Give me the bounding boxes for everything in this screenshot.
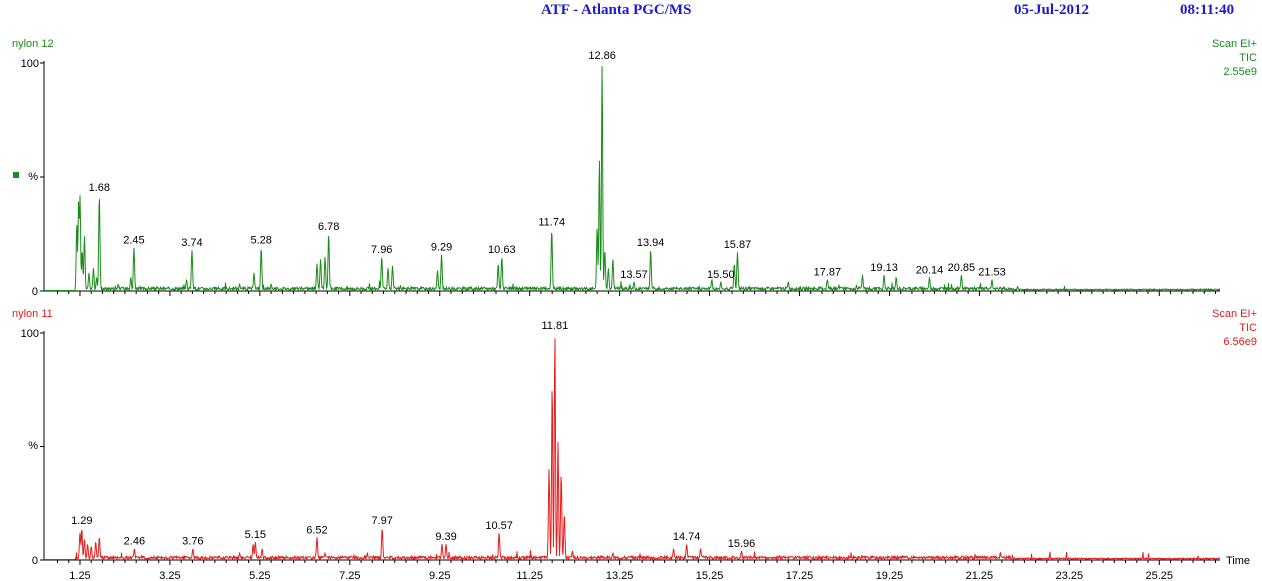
nylon-11-peak-label: 14.74	[673, 531, 701, 543]
nylon-12-peak-label: 5.28	[251, 235, 272, 247]
x-tick-label: 11.25	[516, 570, 543, 581]
nylon-12-peak-label: 13.94	[637, 237, 665, 249]
x-tick-label: 13.25	[606, 570, 634, 581]
nylon-12-peak-label: 13.57	[620, 269, 648, 281]
nylon-11-peak-label: 6.52	[306, 524, 327, 536]
nylon-12-peak-label: 12.86	[588, 50, 616, 62]
nylon-12-intensity-label: 2.55e9	[1223, 66, 1257, 78]
nylon-12-peak-label: 6.78	[318, 221, 339, 233]
nylon-12-peak-label: 10.63	[488, 244, 516, 256]
nylon-12-peak-label: 21.53	[978, 267, 1006, 279]
nylon-11-mode-label: TIC	[1239, 322, 1257, 334]
chart-title: ATF - Atlanta PGC/MS	[541, 2, 692, 18]
x-tick-label: 9.25	[429, 570, 450, 581]
x-tick-label: 1.25	[69, 570, 90, 581]
x-axis-title: Time	[1226, 555, 1250, 567]
nylon-11-peak-label: 1.29	[71, 515, 92, 527]
acquisition-date: 05-Jul-2012	[1014, 2, 1089, 18]
nylon-12-series-name: nylon 12	[12, 38, 54, 50]
nylon-12-peak-label: 11.74	[538, 216, 565, 228]
nylon-12-ytick-label: 100	[21, 58, 39, 70]
nylon-12-ytick-label: 0	[32, 286, 38, 298]
nylon-12-mode-label: TIC	[1239, 52, 1257, 64]
nylon-12-peak-label: 9.29	[431, 242, 452, 254]
x-tick-label: 23.25	[1056, 570, 1084, 581]
nylon-12-peak-label: 15.50	[707, 269, 735, 281]
nylon-11-peak-label: 11.81	[542, 320, 569, 332]
x-tick-label: 7.25	[339, 570, 360, 581]
nylon-11-ytick-label: 0	[32, 555, 38, 567]
nylon-12-peak-label: 15.87	[724, 239, 752, 251]
x-tick-label: 19.25	[876, 570, 904, 581]
nylon-12-peak-label: 20.14	[916, 264, 944, 276]
nylon-11-series-name: nylon 11	[12, 308, 53, 320]
nylon-11-peak-label: 9.39	[435, 531, 456, 543]
nylon-11-peak-label: 15.96	[728, 538, 756, 550]
x-tick-label: 5.25	[249, 570, 270, 581]
nylon-11-peak-label: 10.57	[485, 520, 513, 532]
nylon-12-series-marker	[13, 172, 19, 178]
nylon-12-peak-label: 1.68	[89, 182, 110, 194]
nylon-12-peak-label: 17.87	[814, 267, 842, 279]
nylon-11-trace	[44, 338, 1221, 562]
x-tick-label: 21.25	[966, 570, 994, 581]
nylon-12-trace	[44, 66, 1221, 292]
nylon-12-peak-label: 7.96	[371, 244, 392, 256]
nylon-11-ytick-label: 100	[21, 328, 39, 340]
nylon-12-peak-label: 19.13	[870, 262, 898, 274]
nylon-12-peak-label: 20.85	[948, 262, 976, 274]
x-tick-label: 3.25	[159, 570, 180, 581]
x-tick-label: 17.25	[786, 570, 814, 581]
acquisition-time: 08:11:40	[1180, 2, 1235, 18]
x-tick-label: 15.25	[696, 570, 724, 581]
nylon-11-intensity-label: 6.56e9	[1223, 336, 1257, 348]
nylon-12-peak-label: 2.45	[123, 235, 144, 247]
nylon-11-scan-label: Scan EI+	[1212, 308, 1257, 320]
nylon-12-y-unit-label: %	[28, 171, 38, 183]
nylon-11-peak-label: 7.97	[371, 515, 392, 527]
nylon-12-peak-label: 3.74	[181, 237, 202, 249]
x-tick-label: 25.25	[1146, 570, 1174, 581]
nylon-11-peak-label: 3.76	[182, 536, 203, 548]
nylon-11-peak-label: 5.15	[245, 529, 266, 541]
nylon-11-peak-label: 2.46	[124, 536, 145, 548]
nylon-12-scan-label: Scan EI+	[1212, 38, 1257, 50]
nylon-11-y-unit-label: %	[28, 440, 38, 452]
